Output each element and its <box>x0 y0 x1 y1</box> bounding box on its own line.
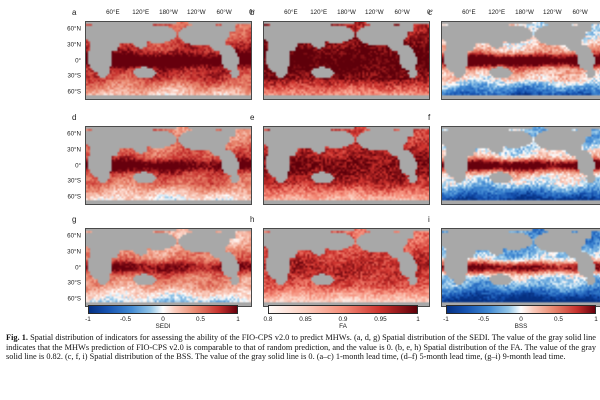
heatmap-canvas-h <box>264 229 429 306</box>
lat-tick-g-2: 0° <box>75 264 81 271</box>
lat-tick-d-1: 30°N <box>67 146 81 154</box>
lon-tick-c-3: 120°W <box>543 9 562 16</box>
colorbar-tick-fa-1: 0.85 <box>299 315 312 323</box>
panel-label-e: e <box>250 113 255 122</box>
lat-tick-g-4: 60°S <box>67 295 81 303</box>
lat-tick-d-3: 30°S <box>67 177 81 185</box>
map-panel-f <box>441 126 600 205</box>
colorbar-bss <box>446 305 596 314</box>
colorbar-tick-bss-4: 1 <box>594 315 598 323</box>
colorbar-tick-bss-1: -0.5 <box>477 315 490 323</box>
colorbar-sedi <box>88 305 238 314</box>
map-panel-c <box>441 21 600 100</box>
lon-tick-a-0: 60°E <box>106 9 120 16</box>
lat-tick-g-1: 30°N <box>67 248 81 256</box>
lon-tick-b-2: 180°W <box>337 9 356 16</box>
lon-tick-c-1: 120°E <box>488 9 506 16</box>
colorbar-ticks-fa: 0.8 0.85 0.9 0.95 1 <box>264 315 420 325</box>
colorbar-tick-fa-2: 0.9 <box>338 315 348 323</box>
panel-label-h: h <box>250 215 255 224</box>
map-panel-e <box>263 126 430 205</box>
map-panel-g <box>85 228 252 307</box>
latitude-axis-d: 60°N 30°N 0° 30°S 60°S <box>51 126 81 205</box>
panel-label-i: i <box>428 215 430 224</box>
map-panel-b <box>263 21 430 100</box>
lon-tick-a-3: 120°W <box>187 9 206 16</box>
heatmap-canvas-e <box>264 127 429 204</box>
colorbar-tick-fa-0: 0.8 <box>263 315 273 323</box>
panel-label-b: b <box>250 8 255 17</box>
panel-label-d: d <box>72 113 77 122</box>
heatmap-canvas-c <box>442 22 600 99</box>
colorbar-tick-bss-2: 0 <box>519 315 523 323</box>
heatmap-canvas-a <box>86 22 251 99</box>
map-panel-d <box>85 126 252 205</box>
panel-label-a: a <box>72 8 77 17</box>
longitude-axis-b: 60°E 120°E 180°W 120°W 60°W 0° <box>263 9 433 17</box>
panel-label-c: c <box>428 8 432 17</box>
colorbar-tick-bss-0: -1 <box>443 315 449 323</box>
figure-caption: Fig. 1. Spatial distribution of indicato… <box>6 333 596 362</box>
heatmap-canvas-g <box>86 229 251 306</box>
lat-tick-d-0: 60°N <box>67 130 81 138</box>
panel-label-g: g <box>72 215 77 224</box>
lon-tick-b-4: 60°W <box>394 9 410 16</box>
heatmap-canvas-i <box>442 229 600 306</box>
colorbar-tick-fa-4: 1 <box>416 315 420 323</box>
lat-tick-g-0: 60°N <box>67 232 81 240</box>
lat-tick-a-0: 60°N <box>67 25 81 33</box>
lon-tick-c-4: 60°W <box>572 9 588 16</box>
lon-tick-b-3: 120°W <box>365 9 384 16</box>
lat-tick-d-4: 60°S <box>67 193 81 201</box>
lat-tick-a-1: 30°N <box>67 41 81 49</box>
panel-label-f: f <box>428 113 431 122</box>
colorbar-title-sedi: SEDI <box>155 323 171 330</box>
colorbar-title-fa: FA <box>339 323 347 330</box>
latitude-axis-a: 60°N 30°N 0° 30°S 60°S <box>51 21 81 100</box>
lon-tick-a-5: 0° <box>249 9 255 16</box>
map-panel-i <box>441 228 600 307</box>
longitude-axis-a: 60°E 120°E 180°W 120°W 60°W 0° <box>85 9 255 17</box>
lon-tick-b-5: 0° <box>427 9 433 16</box>
heatmap-canvas-f <box>442 127 600 204</box>
colorbar-tick-sedi-2: 0 <box>161 315 165 323</box>
lat-tick-g-3: 30°S <box>67 279 81 287</box>
lon-tick-a-1: 120°E <box>132 9 150 16</box>
map-panel-h <box>263 228 430 307</box>
colorbar-ticks-bss: -1 -0.5 0 0.5 1 <box>443 315 598 325</box>
lon-tick-a-4: 60°W <box>216 9 232 16</box>
heatmap-canvas-b <box>264 22 429 99</box>
lat-tick-d-2: 0° <box>75 162 81 169</box>
lon-tick-b-1: 120°E <box>310 9 328 16</box>
lat-tick-a-4: 60°S <box>67 88 81 96</box>
caption-text: Spatial distribution of indicators for a… <box>6 333 596 362</box>
colorbar-fa <box>268 305 418 314</box>
lat-tick-a-2: 0° <box>75 57 81 64</box>
latitude-axis-g: 60°N 30°N 0° 30°S 60°S <box>51 228 81 307</box>
lon-tick-b-0: 60°E <box>284 9 298 16</box>
lon-tick-c-2: 180°W <box>515 9 534 16</box>
colorbar-tick-fa-3: 0.95 <box>374 315 387 323</box>
colorbar-tick-sedi-3: 0.5 <box>196 315 205 323</box>
colorbar-tick-sedi-4: 1 <box>236 315 240 323</box>
colorbar-tick-bss-3: 0.5 <box>554 315 563 323</box>
colorbar-ticks-sedi: -1 -0.5 0 0.5 1 <box>85 315 240 325</box>
colorbar-title-bss: BSS <box>514 323 528 330</box>
lon-tick-a-2: 180°W <box>159 9 178 16</box>
colorbar-tick-sedi-0: -1 <box>85 315 91 323</box>
map-panel-a <box>85 21 252 100</box>
lon-tick-c-0: 60°E <box>462 9 476 16</box>
figure-number: Fig. 1. <box>6 333 28 342</box>
heatmap-canvas-d <box>86 127 251 204</box>
colorbar-tick-sedi-1: -0.5 <box>119 315 132 323</box>
lat-tick-a-3: 30°S <box>67 72 81 80</box>
